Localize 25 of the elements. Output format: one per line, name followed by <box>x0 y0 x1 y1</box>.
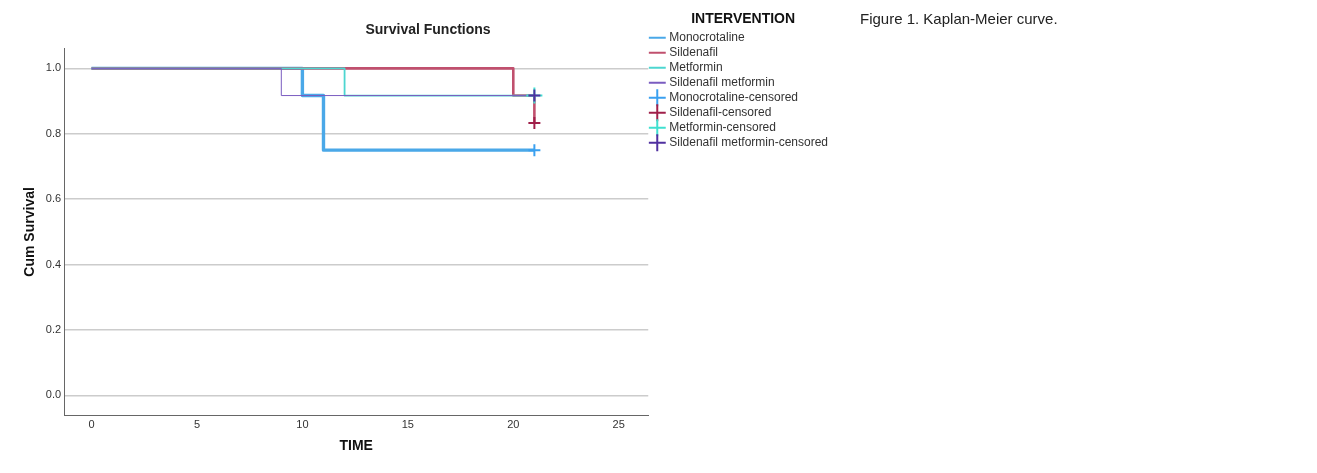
y-tick-label: 0.6 <box>45 192 62 205</box>
x-tick-label: 10 <box>296 417 309 430</box>
caption: Figure 1. Kaplan-Meier curve. <box>860 10 1058 27</box>
y-tick-label: 0.8 <box>45 126 62 139</box>
legend-label: Metformin <box>669 60 723 75</box>
y-tick-label: 1.0 <box>45 61 62 74</box>
legend-label: Sildenafil metformin-censored <box>669 135 829 150</box>
legend-label: Sildenafil <box>669 45 718 60</box>
x-tick-label: 25 <box>612 417 625 430</box>
x-tick-label: 20 <box>507 417 520 430</box>
x-tick-label: 15 <box>401 417 414 430</box>
x-axis-title: TIME <box>339 437 373 454</box>
legend-label: Sildenafil-censored <box>669 105 772 120</box>
legend-title: INTERVENTION <box>691 9 796 26</box>
legend-label: Monocrotaline <box>669 30 745 45</box>
y-axis-title: Cum Survival <box>21 187 38 277</box>
y-tick-label: 0.0 <box>45 388 62 401</box>
legend-label: Metformin-censored <box>669 120 776 135</box>
x-tick-label: 0 <box>88 417 95 430</box>
y-tick-label: 0.2 <box>45 323 62 336</box>
legend-label: Monocrotaline-censored <box>669 90 799 105</box>
x-tick-label: 5 <box>193 417 201 430</box>
legend-label: Sildenafil metformin <box>669 75 775 90</box>
y-tick-label: 0.4 <box>45 257 62 270</box>
chart-title: Survival Functions <box>365 21 491 38</box>
